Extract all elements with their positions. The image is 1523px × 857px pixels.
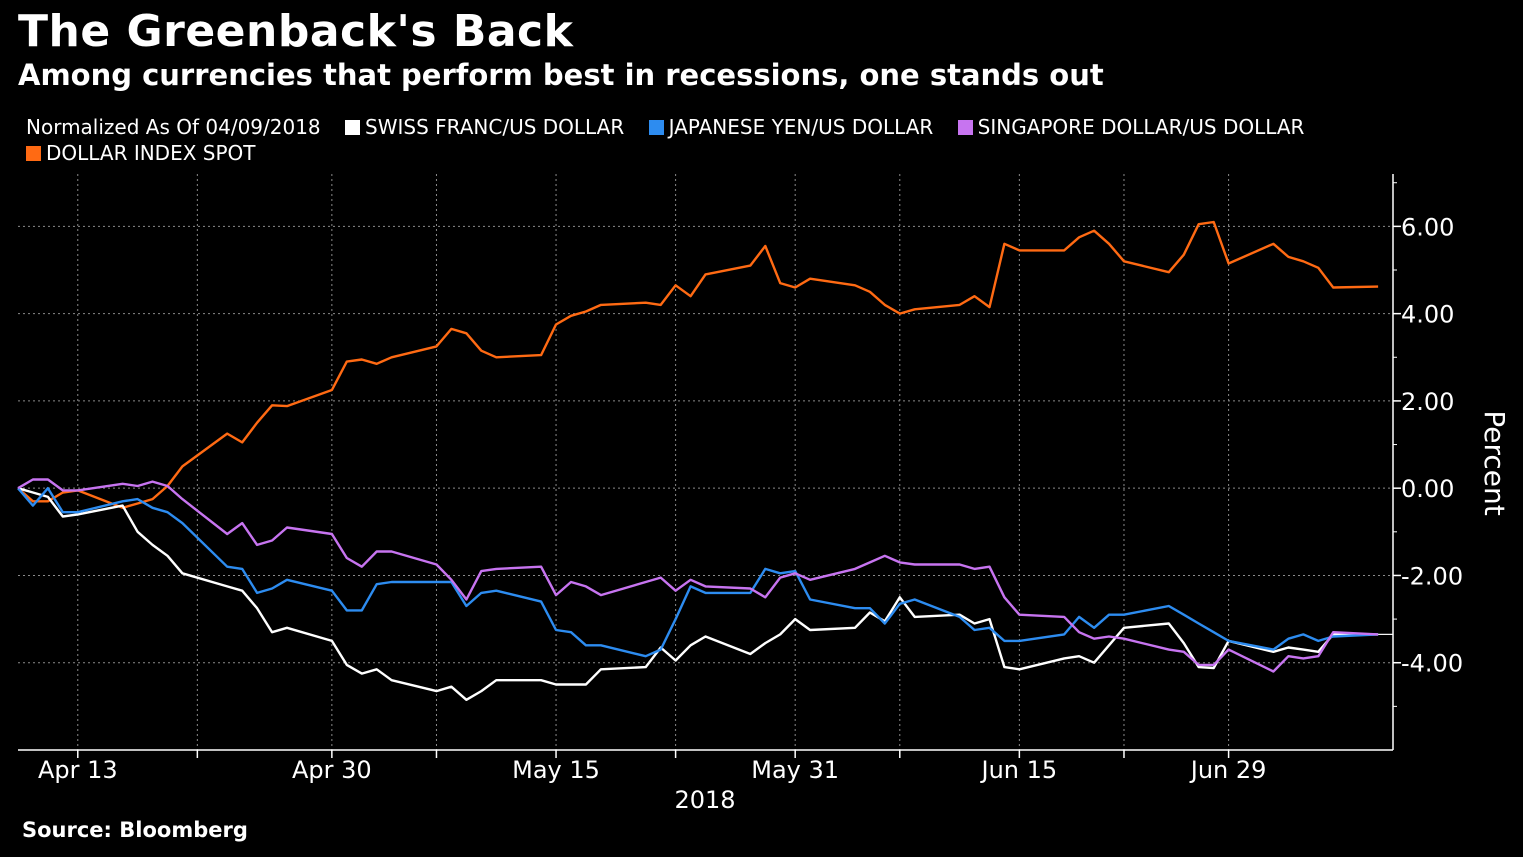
legend-item-japanese-yen: JAPANESE YEN/US DOLLAR: [648, 114, 934, 140]
x-tick-label: Apr 30: [292, 756, 372, 784]
x-axis-label: 2018: [674, 786, 735, 814]
x-tick-label: Apr 13: [38, 756, 118, 784]
legend: Normalized As Of 04/09/2018 SWISS FRANC/…: [26, 114, 1426, 166]
series-line-singapore-dollar-us-dollar: [17, 478, 1379, 673]
x-tick-label: May 15: [512, 756, 600, 784]
series-line-swiss-franc-us-dollar: [17, 487, 1379, 701]
axes: [18, 174, 1401, 758]
legend-swatch: [26, 146, 41, 161]
y-tick-label: 2.00: [1401, 388, 1454, 416]
chart-title: The Greenback's Back: [18, 6, 574, 57]
legend-caption: Normalized As Of 04/09/2018: [26, 115, 321, 139]
legend-swatch: [345, 120, 361, 135]
y-tick-label: 6.00: [1401, 213, 1454, 241]
legend-label: SWISS FRANC/US DOLLAR: [365, 115, 625, 139]
y-tick-label: -4.00: [1401, 650, 1463, 678]
tick-labels: 6.00 4.00 2.00 0.00 -2.00 -4.00 Apr 13 Apr 30 Ma…: [38, 213, 1463, 784]
grid: [18, 174, 1393, 750]
legend-label: DOLLAR INDEX SPOT: [46, 141, 256, 165]
legend-item-swiss-franc: SWISS FRANC/US DOLLAR: [345, 114, 624, 140]
y-tick-label: 4.00: [1401, 301, 1454, 329]
series-line-dollar-index-spot: [17, 220, 1379, 509]
y-tick-label: -2.00: [1401, 562, 1463, 590]
legend-swatch: [648, 120, 664, 135]
y-axis-label: Percent: [1478, 410, 1511, 515]
series-lines: [17, 220, 1379, 701]
x-tick-label: Jun 29: [1189, 756, 1267, 784]
legend-swatch: [957, 120, 973, 135]
legend-item-singapore-dollar: SINGAPORE DOLLAR/US DOLLAR: [957, 114, 1305, 140]
legend-label: JAPANESE YEN/US DOLLAR: [668, 115, 934, 139]
x-tick-label: May 31: [751, 756, 839, 784]
legend-item-dollar-index: DOLLAR INDEX SPOT: [26, 140, 256, 166]
legend-label: SINGAPORE DOLLAR/US DOLLAR: [977, 115, 1305, 139]
source-note: Source: Bloomberg: [22, 818, 248, 842]
x-tick-label: Jun 15: [980, 756, 1058, 784]
chart-subtitle: Among currencies that perform best in re…: [18, 58, 1104, 92]
series-line-japanese-yen-us-dollar: [17, 487, 1379, 658]
y-tick-label: 0.00: [1401, 475, 1454, 503]
